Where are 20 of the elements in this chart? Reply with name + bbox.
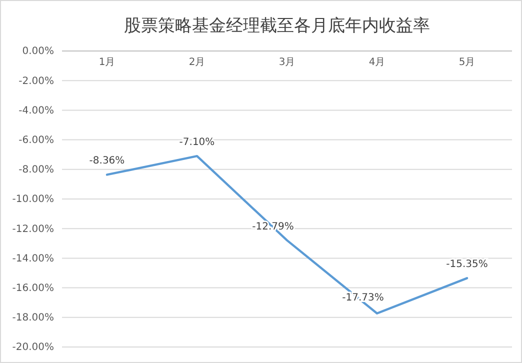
x-tick-label: 5月 (458, 57, 476, 68)
y-tick-label: -10.00% (12, 194, 54, 206)
x-tick-label: 1月 (98, 57, 116, 68)
y-tick-label: -20.00% (12, 342, 54, 354)
x-tick-label: 2月 (188, 57, 206, 68)
data-label: -7.10% (179, 137, 215, 148)
data-label: -8.36% (89, 156, 125, 167)
data-label: -15.35% (446, 259, 488, 270)
x-tick-label: 4月 (368, 57, 386, 68)
chart-title: 股票策略基金经理截至各月底年内收益率 (124, 16, 430, 36)
y-tick-label: -6.00% (18, 135, 54, 146)
y-tick-label: -2.00% (18, 76, 54, 87)
y-tick-label: -8.00% (18, 164, 54, 176)
y-tick-label: 0.00% (22, 46, 54, 58)
y-tick-label: -18.00% (12, 312, 54, 324)
y-tick-label: -14.00% (12, 253, 54, 264)
x-tick-label: 3月 (278, 57, 296, 68)
y-tick-label: -4.00% (18, 105, 54, 116)
y-tick-label: -16.00% (12, 283, 54, 294)
y-tick-label: -12.00% (12, 224, 54, 235)
